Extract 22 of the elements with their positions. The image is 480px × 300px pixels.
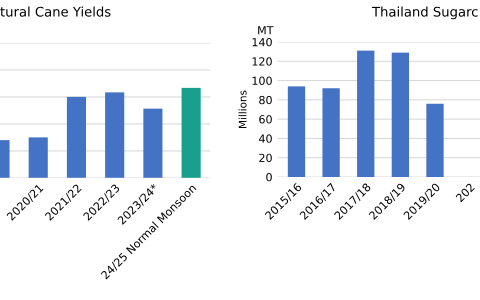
bar — [392, 52, 410, 177]
y-axis-title: Millions — [238, 90, 247, 128]
bar — [426, 104, 444, 177]
y-tick-label: 0 — [266, 172, 272, 182]
bar — [28, 137, 48, 178]
bar — [357, 50, 374, 177]
text: MT — [258, 26, 274, 34]
y-tick-label: 40 — [258, 134, 272, 143]
y-tick-label: 20 — [259, 154, 272, 162]
bar — [66, 96, 86, 178]
y-tick-label: 100 — [252, 76, 272, 85]
y-tick-label: 140 — [252, 38, 272, 46]
bar — [143, 108, 162, 178]
chart-title: Thailand Sugarc — [372, 6, 478, 20]
y-tick-label: 80 — [259, 96, 272, 104]
y-tick-label: 120 — [252, 57, 272, 66]
chart-title: tural Cane Yields — [0, 6, 111, 17]
bar — [322, 88, 340, 177]
y-tick-label: 60 — [259, 115, 272, 124]
bar — [105, 92, 124, 178]
bar — [182, 88, 201, 178]
bar — [288, 86, 306, 177]
